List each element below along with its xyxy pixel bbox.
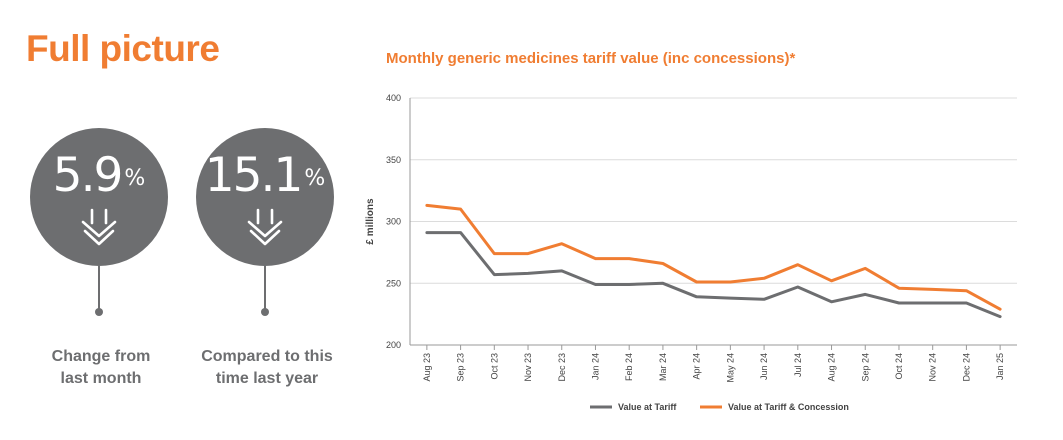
stat-value: 15.1 — [204, 148, 304, 203]
double-chevron-down-icon — [247, 208, 283, 246]
stat-circle: 15.1% — [196, 128, 334, 266]
x-tick-label: May 24 — [725, 353, 735, 383]
y-tick-label: 350 — [386, 155, 401, 165]
x-tick-label: Feb 24 — [624, 353, 634, 381]
x-tick-label: Nov 23 — [523, 353, 533, 382]
x-tick-label: Jul 24 — [793, 353, 803, 377]
stat-change-from-last-month: 5.9% Change from last month — [30, 128, 172, 387]
connector-dot — [261, 308, 269, 316]
x-tick-label: Oct 24 — [894, 353, 904, 380]
double-chevron-down-icon — [81, 208, 117, 246]
series-line-1 — [425, 231, 1002, 319]
x-tick-label: Dec 23 — [557, 353, 567, 382]
stat-value-wrap: 15.1% — [196, 152, 334, 199]
stat-circle: 5.9% — [30, 128, 168, 266]
x-tick-label: Dec 24 — [961, 353, 971, 382]
x-tick-label: Aug 23 — [422, 353, 432, 382]
x-tick-label: Mar 24 — [658, 353, 668, 381]
line-chart: 200 250 300 350 400 Aug 23 Sep 23 Oct 23 Nov 23 D… — [365, 93, 1017, 412]
x-tick-label: Jun 24 — [759, 353, 769, 380]
y-tick-label: 300 — [386, 217, 401, 227]
stat-label: Compared to this time last year — [201, 348, 333, 387]
x-tick-label: Jan 25 — [995, 353, 1005, 380]
y-tick-label: 200 — [386, 340, 401, 350]
x-tick-label: Sep 24 — [860, 353, 870, 382]
stat-compared-to-last-year: 15.1% Compared to this time last year — [196, 128, 338, 387]
stat-label: Change from last month — [51, 348, 151, 387]
stat-unit: % — [304, 166, 326, 191]
y-tick-label: 400 — [386, 93, 401, 103]
x-tick-label: Nov 24 — [928, 353, 938, 382]
connector-line — [98, 266, 100, 310]
connector-dot — [95, 308, 103, 316]
x-tick-label: Jan 24 — [590, 353, 600, 380]
page-title: Full picture — [26, 28, 220, 69]
connector-line — [264, 266, 266, 310]
series-line-2 — [425, 203, 1002, 311]
stat-unit: % — [124, 166, 146, 191]
stat-value: 5.9 — [52, 148, 124, 203]
x-tick-label: Apr 24 — [692, 353, 702, 380]
x-tick-label: Aug 24 — [827, 353, 837, 382]
y-tick-label: 250 — [386, 278, 401, 288]
chart-title: Monthly generic medicines tariff value (… — [386, 50, 796, 67]
y-axis-label: £ millions — [365, 198, 376, 245]
stat-value-wrap: 5.9% — [30, 152, 168, 199]
x-tick-label: Oct 23 — [489, 353, 499, 380]
legend-label: Value at Tariff & Concession — [728, 402, 849, 412]
legend-label: Value at Tariff — [618, 402, 677, 412]
x-tick-label: Sep 23 — [456, 353, 466, 382]
